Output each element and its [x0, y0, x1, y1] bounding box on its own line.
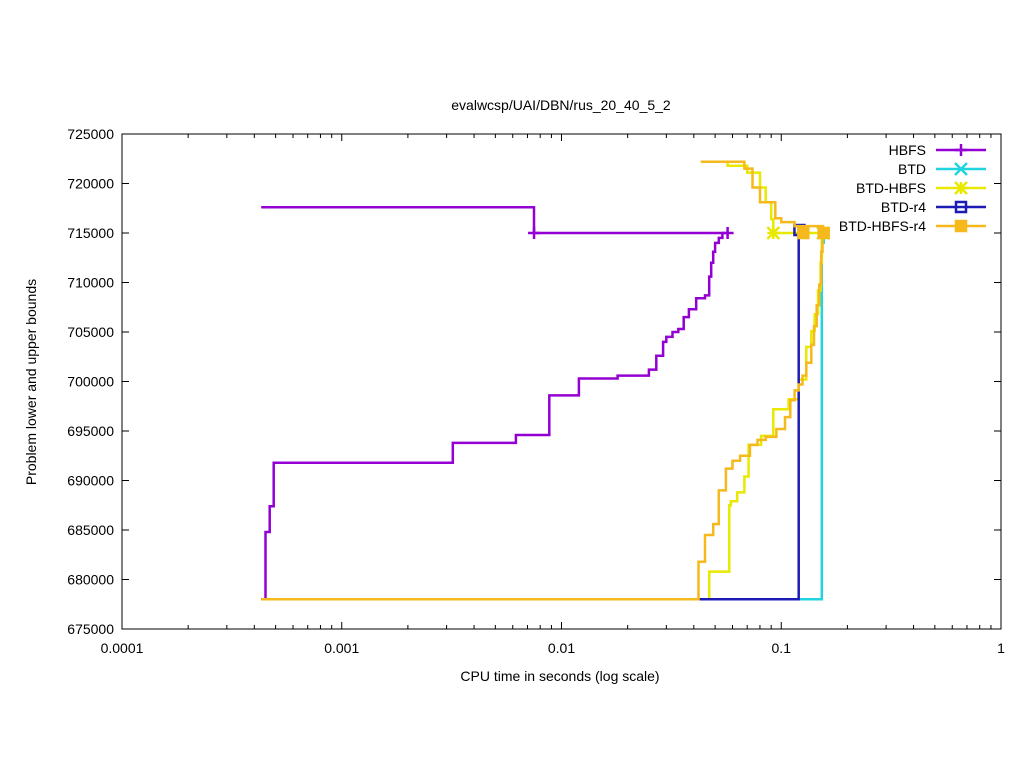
legend-marker-1: [954, 162, 968, 176]
series-line-0-1: [264, 233, 724, 600]
axis-ticks: 675000 680000 685000 690000 695000 700000 7050…: [67, 126, 1005, 656]
y-tick-label-2: 685000: [67, 522, 114, 538]
plot-frame: [121, 133, 1002, 630]
legend-marker-4: [954, 219, 968, 233]
legend-marker-3: [954, 200, 968, 214]
plot-area: [261, 160, 830, 601]
y-tick-label-4: 695000: [67, 423, 114, 439]
series-line-1-0: [261, 233, 825, 601]
y-tick-label-3: 690000: [67, 473, 114, 489]
legend-label-2: BTD-HBFS: [856, 180, 926, 196]
legend-label-0: HBFS: [889, 142, 926, 158]
y-tick-label-0: 675000: [67, 621, 114, 637]
series-line-4-0: [261, 233, 824, 601]
y-tick-label-6: 705000: [67, 324, 114, 340]
x-tick-label-1: 0.001: [324, 640, 359, 656]
series-btd-hbfs-r4: [261, 160, 830, 601]
y-axis-label: Problem lower and upper bounds: [23, 279, 39, 485]
y-tick-label-8: 715000: [67, 225, 114, 241]
legend-marker-0: [955, 144, 967, 156]
series-line-4-1: [700, 160, 825, 233]
data-point-2-0: [766, 226, 781, 240]
series-line-2-1: [726, 160, 824, 235]
y-tick-label-9: 720000: [67, 176, 114, 192]
y-tick-label-10: 725000: [67, 126, 114, 142]
data-point-0-0: [528, 227, 541, 239]
x-tick-label-4: 1: [997, 640, 1005, 656]
x-tick-label-2: 0.01: [548, 640, 575, 656]
series-btd: [261, 226, 830, 601]
data-point-4-0: [797, 226, 810, 240]
legend-label-4: BTD-HBFS-r4: [839, 218, 926, 234]
x-axis-label: CPU time in seconds (log scale): [460, 668, 659, 684]
data-point-4-1: [817, 226, 830, 240]
y-tick-label-1: 680000: [67, 572, 114, 588]
series-line-0-0: [261, 206, 728, 235]
legend: HBFS BTD BTD-HBFS BTD-r4 BTD-HBFS-r4: [839, 142, 986, 234]
series-btd-r4: [261, 223, 806, 601]
y-tick-label-5: 700000: [67, 374, 114, 390]
legend-marker-2: [954, 181, 968, 195]
legend-label-1: BTD: [898, 161, 926, 177]
series-hbfs: [261, 206, 734, 600]
chart-title: evalwcsp/UAI/DBN/rus_20_40_5_2: [451, 97, 671, 113]
series-line-3-0: [261, 228, 803, 601]
x-tick-label-3: 0.1: [772, 640, 792, 656]
legend-label-3: BTD-r4: [881, 199, 926, 215]
series-line-2-0: [707, 233, 825, 600]
y-tick-label-7: 710000: [67, 275, 114, 291]
x-tick-label-0: 0.0001: [101, 640, 144, 656]
data-point-0-1: [721, 227, 734, 239]
